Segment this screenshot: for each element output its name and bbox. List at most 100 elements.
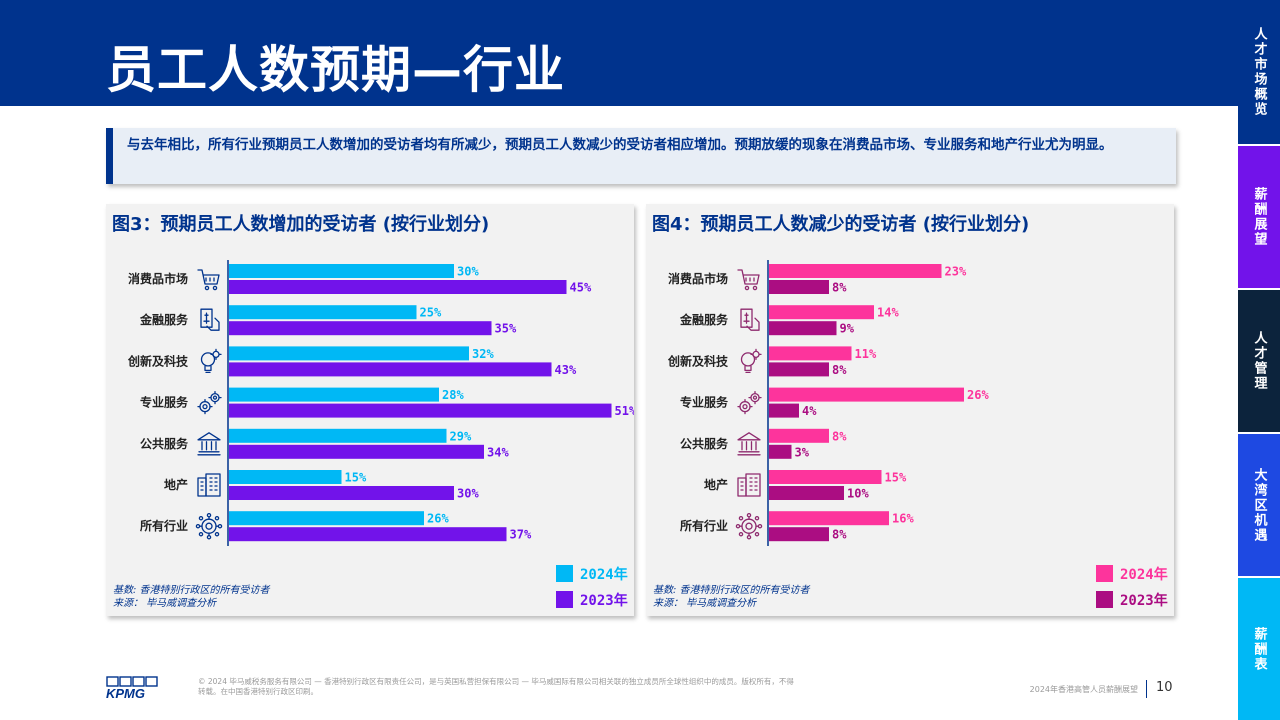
side-tab-talent-management[interactable]: 人才管理 [1238,288,1280,432]
chart-decrease-svg: 消费品市场 23% 8% 金融服务 14% 9% 创新及科技 11% 8% 专业服务 26% 4% 公共… [667,260,1168,609]
data-label: 43% [555,363,577,377]
bar [229,346,469,361]
data-label: 34% [487,445,509,459]
legend-swatch [1096,565,1113,582]
bar [769,362,829,377]
bank-icon [737,432,761,456]
bulb-gear-icon [200,348,222,374]
category-label: 金融服务 [679,312,729,327]
bar [229,387,439,402]
data-label: 28% [442,388,464,402]
category-label: 金融服务 [139,312,189,327]
bar [769,387,964,402]
bank-icon [197,432,221,456]
header-band [0,0,1238,106]
side-tab-label: 人才市场概览 [1251,27,1267,117]
category-label: 创新及科技 [127,353,189,368]
category-label: 公共服务 [680,436,729,451]
bar [229,470,342,484]
chart-panel-increase: 消费品市场 30% 45% 金融服务 25% 35% 创新及科技 32% 43% 专业服务 28% 5… [106,204,634,616]
data-label: 30% [457,487,479,501]
bar [229,305,417,320]
category-label: 消费品市场 [668,271,728,286]
data-label: 37% [510,528,532,542]
data-label: 8% [832,528,847,542]
chart-base-note: 基数: 香港特别行政区的所有受访者 [113,585,270,596]
chart-title: 图4：预期员工人数减少的受访者 (按行业划分) [652,214,1030,235]
category-label: 创新及科技 [667,353,729,368]
bar [769,264,942,278]
chart-base-note: 基数: 香港特别行政区的所有受访者 [653,585,810,596]
data-label: 32% [472,347,494,361]
side-tab-talent-market[interactable]: 人才市场概览 [1238,0,1280,144]
side-tab-salary-outlook[interactable]: 薪酬展望 [1238,144,1280,288]
cart-icon [737,269,760,291]
data-label: 30% [457,265,479,279]
data-label: 16% [892,512,914,526]
chart-panel-decrease: 消费品市场 23% 8% 金融服务 14% 9% 创新及科技 11% 8% 专业服务 26% 4% 公共… [646,204,1174,616]
footer-legal: © 2024 毕马威税务服务有限公司 — 香港特别行政区有限责任公司，是与英国私… [198,677,794,696]
category-label: 公共服务 [140,436,189,451]
bar [769,346,852,361]
gears-icon [197,390,222,415]
bar [229,264,454,278]
finance-icon [200,308,220,331]
legend-swatch [556,565,573,582]
data-label: 29% [450,429,472,443]
category-label: 地产 [704,477,728,492]
page-number: 10 [1156,680,1173,695]
bar [229,428,447,443]
data-label: 9% [840,322,855,336]
chart-source-note: 来源： 毕马威调查分析 [653,598,757,609]
footer-separator [1146,680,1147,698]
cart-icon [197,269,220,291]
data-label: 26% [967,388,989,402]
legend-label: 2023年 [1120,592,1168,609]
bar [769,321,837,336]
side-tab-label: 大湾区机遇 [1251,467,1267,543]
legend-label: 2023年 [580,592,628,609]
category-label: 所有行业 [680,518,728,533]
data-label: 4% [802,404,817,418]
bar [769,527,829,542]
finance-icon [740,308,760,331]
side-tab-label: 薪酬展望 [1251,187,1267,247]
side-tab-label: 薪酬表 [1251,626,1267,672]
bar [769,511,889,526]
data-label: 25% [420,306,442,320]
bar [769,428,829,443]
data-label: 45% [570,281,592,295]
data-label: 8% [832,429,847,443]
bar [769,470,882,484]
category-label: 所有行业 [140,518,188,533]
bar [229,527,507,542]
category-label: 专业服务 [140,395,189,410]
data-label: 8% [832,363,847,377]
data-label: 10% [847,487,869,501]
bar [769,280,829,294]
gear-network-icon [735,512,763,540]
bar [229,403,612,418]
building-icon [737,473,761,497]
data-label: 51% [615,404,635,418]
category-label: 地产 [164,477,188,492]
side-nav: 人才市场概览 薪酬展望 人才管理 大湾区机遇 薪酬表 [1238,0,1280,720]
bar [769,403,799,418]
side-tab-gba-opportunities[interactable]: 大湾区机遇 [1238,432,1280,576]
category-label: 消费品市场 [128,271,188,286]
kpmg-logo-text: KPMG [106,686,145,700]
data-label: 11% [855,347,877,361]
data-label: 8% [832,281,847,295]
bar [229,486,454,500]
data-label: 15% [345,471,367,485]
building-icon [197,473,221,497]
gear-network-icon [195,512,223,540]
side-tab-label: 人才管理 [1251,331,1267,391]
legend-swatch [1096,591,1113,608]
bar [769,486,844,500]
data-label: 15% [885,471,907,485]
side-tab-salary-table[interactable]: 薪酬表 [1238,576,1280,720]
summary-text: 与去年相比，所有行业预期员工人数增加的受访者均有所减少，预期员工人数减少的受访者… [127,137,1113,153]
chart-increase-svg: 消费品市场 30% 45% 金融服务 25% 35% 创新及科技 32% 43% 专业服务 28% 5… [127,260,635,609]
